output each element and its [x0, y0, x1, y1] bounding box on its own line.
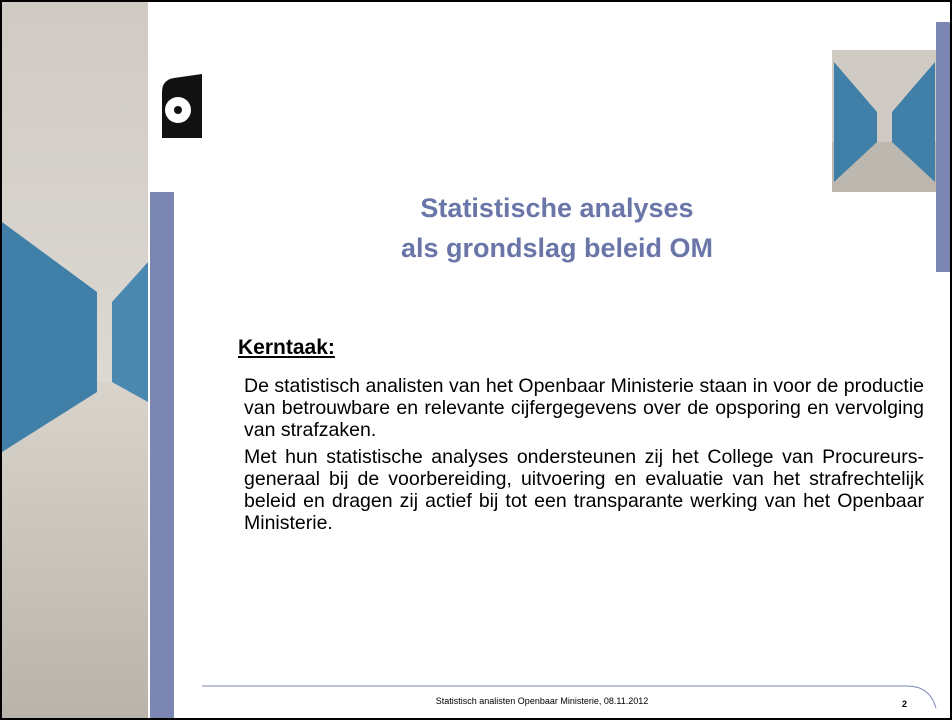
- title-line: als grondslag beleid OM: [202, 228, 912, 268]
- title-line: Statistische analyses: [202, 188, 912, 228]
- side-bar: [936, 22, 950, 272]
- logo: [174, 106, 182, 114]
- heading: Kerntaak:: [238, 336, 335, 360]
- decoration: [2, 2, 950, 718]
- footer: Statistisch analisten Openbaar Ministeri…: [202, 696, 882, 706]
- title: Statistische analyses als grondslag bele…: [202, 188, 912, 268]
- body-text: De statistisch analisten van het Openbaa…: [244, 375, 924, 539]
- paragraph: De statistisch analisten van het Openbaa…: [244, 375, 924, 441]
- page-number: 2: [902, 699, 907, 709]
- side-bar: [150, 192, 174, 718]
- paragraph: Met hun statistische analyses ondersteun…: [244, 446, 924, 534]
- slide: Statistische analyses als grondslag bele…: [0, 0, 952, 720]
